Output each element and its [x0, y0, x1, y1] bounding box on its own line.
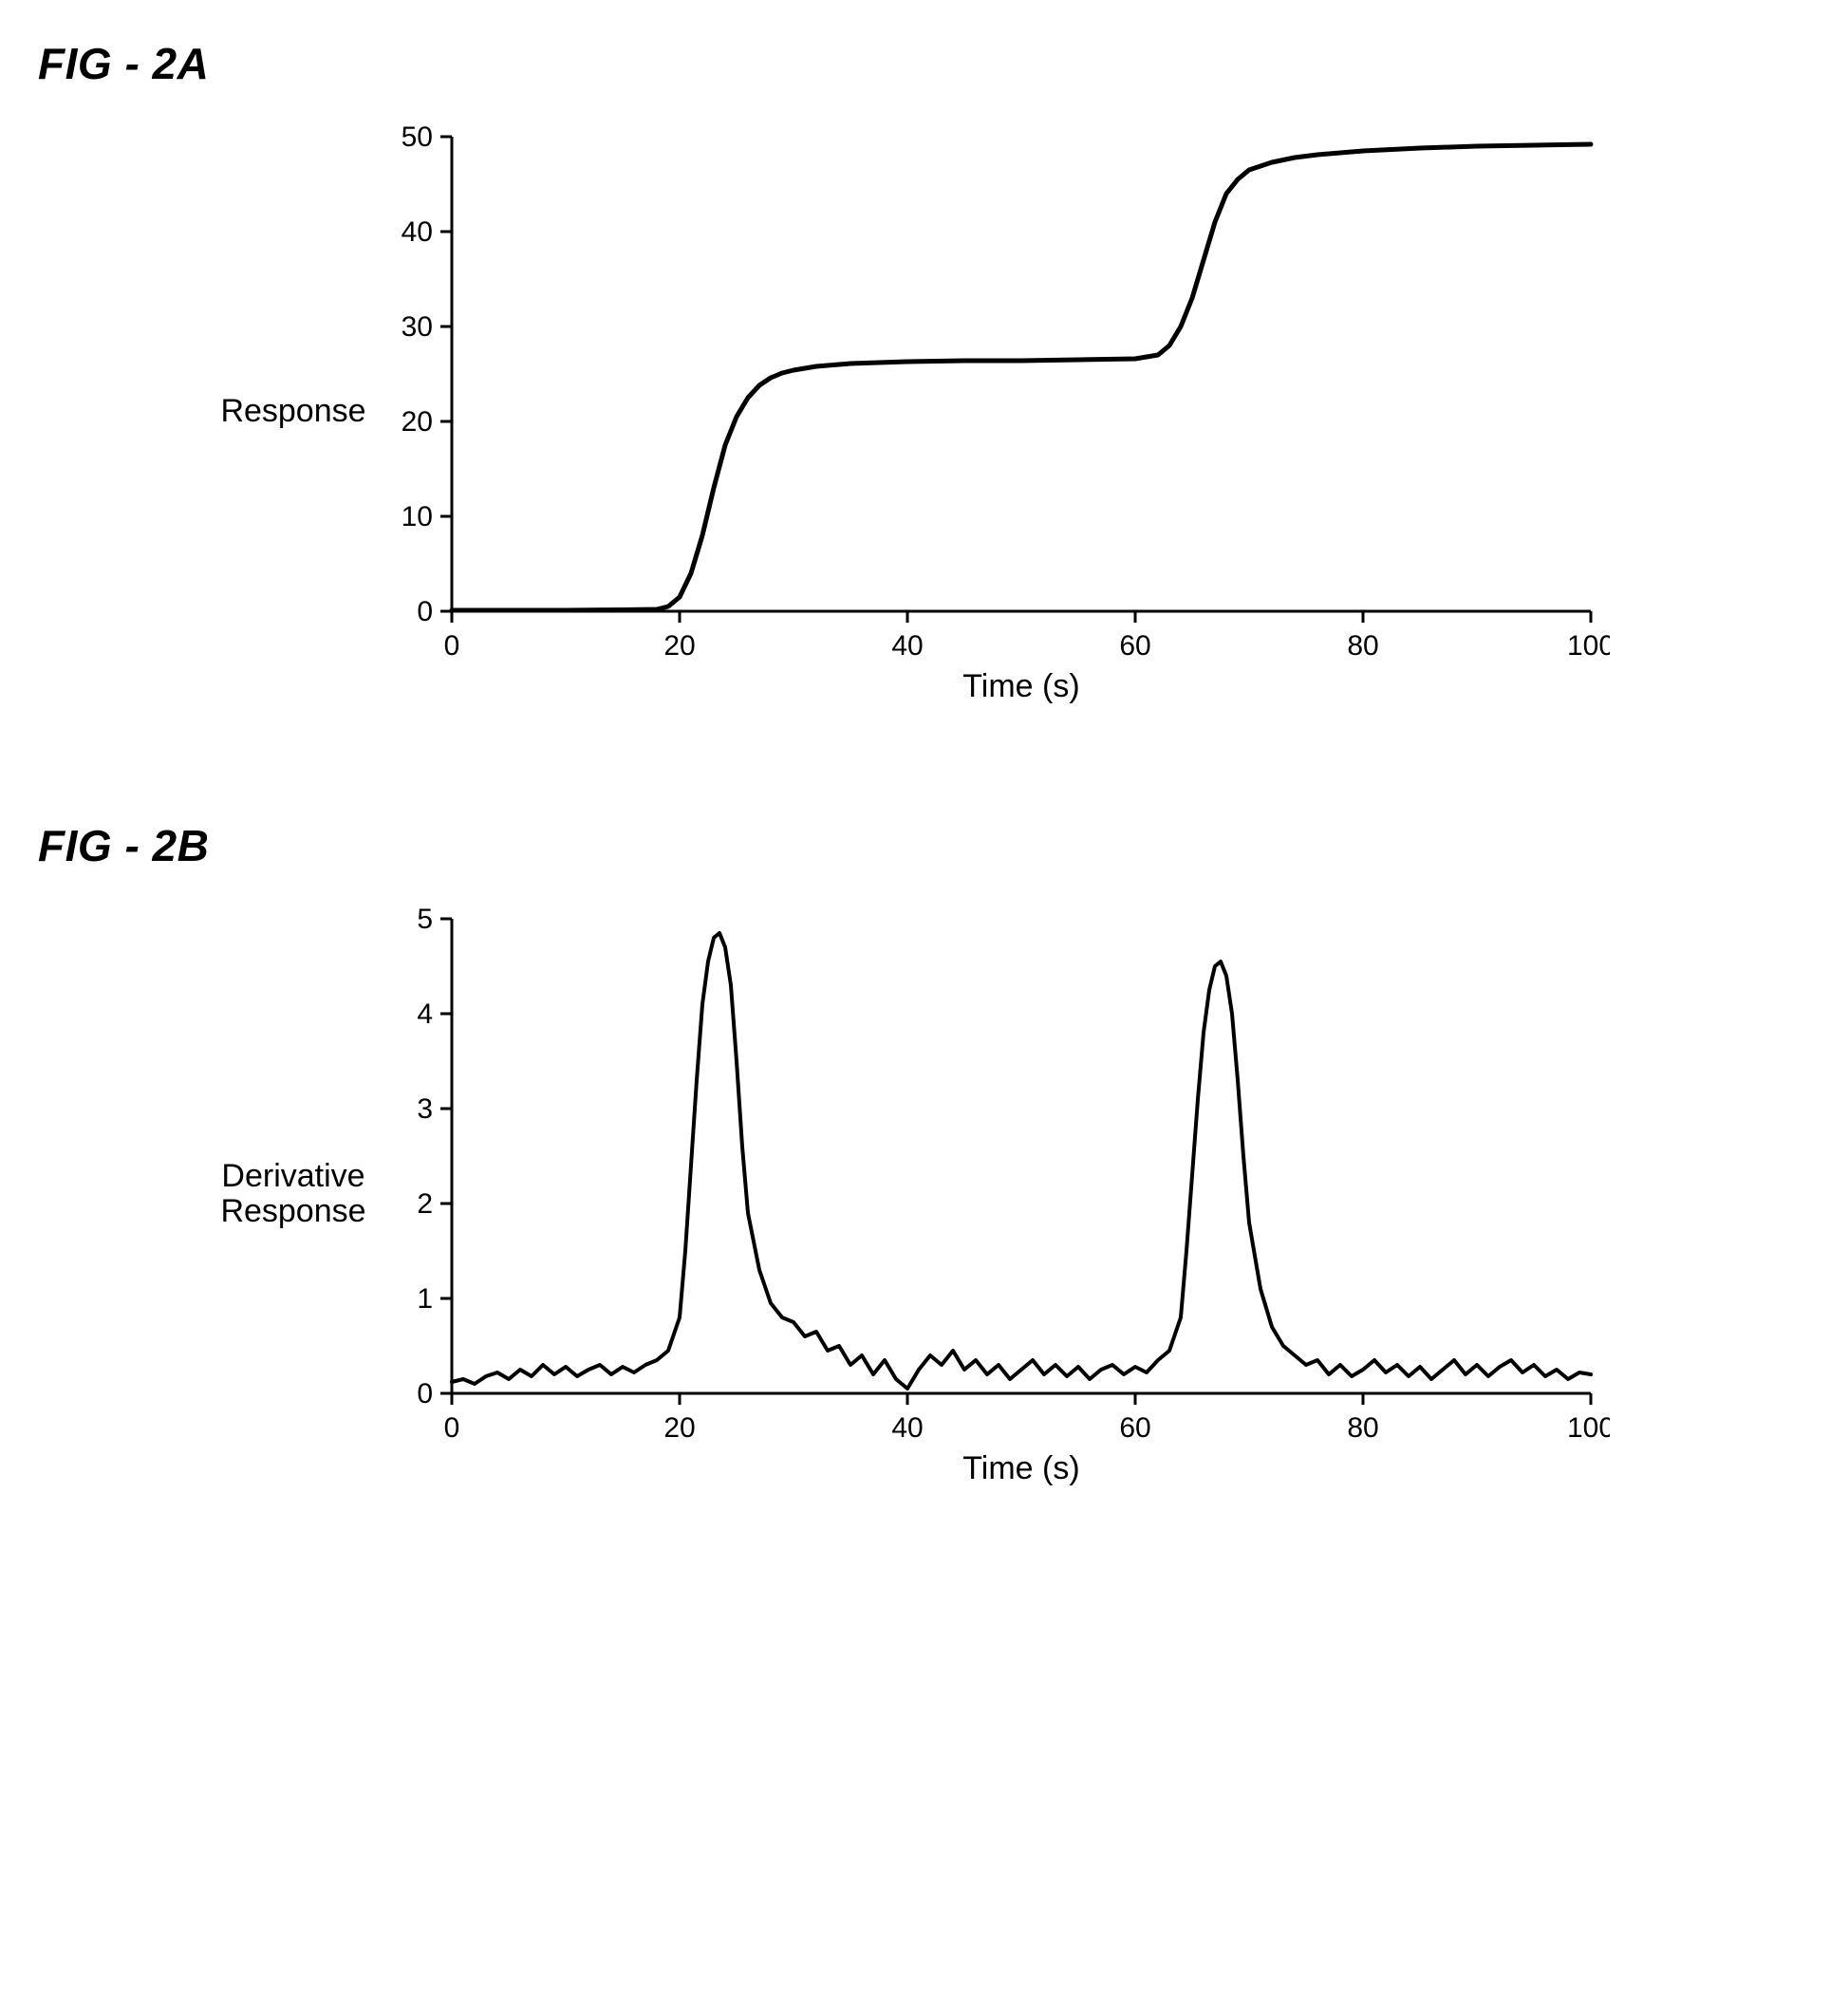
- svg-text:0: 0: [443, 630, 459, 662]
- figure-2b: FIG - 2B Derivative Response 02040608010…: [38, 820, 1792, 1488]
- svg-text:0: 0: [417, 596, 433, 627]
- figure-2a-svg: 0 20 40 60 80 100 0 10 20 30 40 50 Time (s): [376, 118, 1610, 706]
- svg-text:20: 20: [401, 406, 432, 438]
- svg-text:30: 30: [401, 311, 432, 343]
- svg-text:Time (s): Time (s): [962, 1450, 1079, 1486]
- svg-text:0: 0: [417, 1378, 433, 1409]
- figure-2b-ylabel-line2: Response: [220, 1193, 365, 1229]
- svg-text:50: 50: [401, 121, 432, 153]
- figure-2b-chart: Derivative Response 0 20 40 60 80 100 0 1 2 3 4 5 Ti…: [38, 900, 1792, 1488]
- figure-2a-title: FIG - 2A: [38, 38, 1792, 89]
- svg-text:3: 3: [417, 1093, 433, 1125]
- svg-text:2: 2: [417, 1188, 433, 1220]
- svg-text:20: 20: [663, 1412, 695, 1444]
- svg-text:80: 80: [1347, 630, 1378, 662]
- svg-text:0: 0: [443, 1412, 459, 1444]
- svg-text:100: 100: [1567, 1412, 1610, 1444]
- svg-text:60: 60: [1119, 630, 1150, 662]
- svg-text:100: 100: [1567, 630, 1610, 662]
- svg-text:40: 40: [401, 216, 432, 248]
- svg-text:80: 80: [1347, 1412, 1378, 1444]
- figure-2b-svg: 0 20 40 60 80 100 0 1 2 3 4 5 Time (s): [376, 900, 1610, 1488]
- svg-text:10: 10: [401, 501, 432, 532]
- svg-text:4: 4: [417, 999, 433, 1030]
- svg-text:40: 40: [891, 630, 923, 662]
- svg-text:5: 5: [417, 904, 433, 935]
- svg-text:40: 40: [891, 1412, 923, 1444]
- svg-text:Time (s): Time (s): [962, 668, 1079, 704]
- svg-text:1: 1: [417, 1283, 433, 1315]
- figure-2b-ylabel: Derivative Response: [220, 1159, 365, 1230]
- svg-text:20: 20: [663, 630, 695, 662]
- figure-2a-chart: Response 0 20 40 60 80 100 0 10 20 30 40 50 Time (s): [38, 118, 1792, 706]
- figure-2b-title: FIG - 2B: [38, 820, 1792, 871]
- figure-2a: FIG - 2A Response 0 20 40 60 80 100 0 10 20 30 40 5…: [38, 38, 1792, 706]
- figure-2b-ylabel-line1: Derivative: [221, 1158, 364, 1194]
- svg-text:60: 60: [1119, 1412, 1150, 1444]
- figure-2a-ylabel: Response: [220, 394, 365, 429]
